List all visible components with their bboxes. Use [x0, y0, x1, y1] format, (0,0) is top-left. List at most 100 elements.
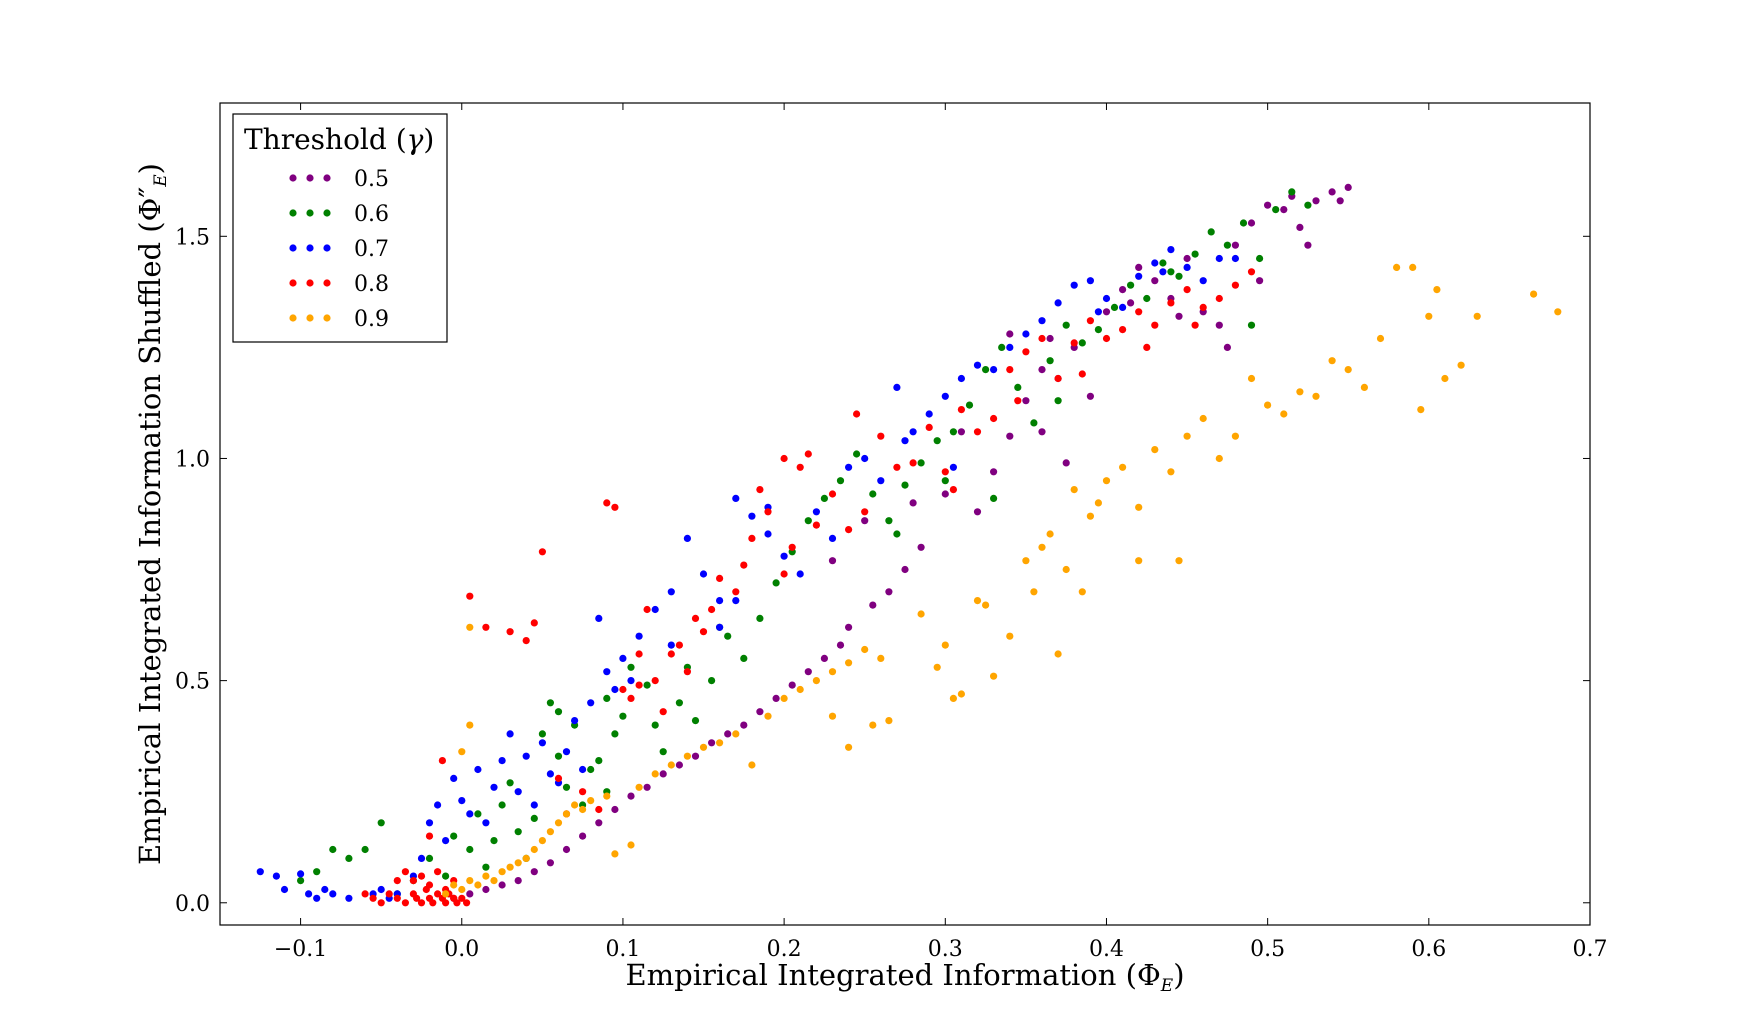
data-point: [933, 663, 941, 671]
data-point: [861, 517, 869, 525]
data-point: [869, 490, 877, 498]
data-point: [1062, 565, 1070, 574]
data-point: [1167, 246, 1175, 254]
data-point: [498, 881, 506, 889]
data-point: [627, 663, 635, 671]
legend-marker: [289, 174, 297, 182]
data-point: [732, 494, 740, 502]
data-point: [329, 845, 337, 854]
data-point: [1231, 281, 1239, 289]
data-point: [482, 863, 490, 871]
data-point: [651, 721, 659, 729]
data-point: [909, 428, 917, 436]
data-point: [611, 850, 619, 858]
data-point: [1256, 277, 1264, 285]
data-point: [321, 885, 329, 894]
data-point: [1094, 308, 1102, 316]
data-point: [1247, 268, 1256, 276]
data-point: [522, 752, 530, 760]
data-point: [804, 450, 812, 458]
data-point: [877, 477, 885, 485]
data-point: [474, 765, 482, 774]
data-point: [885, 717, 893, 725]
data-point: [611, 805, 619, 814]
legend-marker: [323, 209, 331, 217]
data-point: [506, 730, 514, 738]
data-point: [385, 890, 393, 898]
data-point: [683, 752, 692, 760]
data-point: [691, 717, 700, 725]
data-point: [554, 752, 563, 760]
data-point: [1231, 432, 1239, 440]
data-point: [1022, 557, 1030, 565]
data-point: [941, 490, 949, 498]
data-point: [780, 694, 788, 703]
data-point: [417, 854, 426, 863]
data-point: [438, 757, 446, 765]
data-point: [1215, 254, 1223, 263]
data-point: [1022, 330, 1030, 338]
data-point: [1135, 272, 1143, 280]
data-point: [611, 730, 619, 738]
data-point: [732, 588, 740, 596]
data-point: [1102, 294, 1111, 303]
data-point: [1054, 397, 1062, 405]
data-point: [1127, 299, 1135, 307]
data-point: [1094, 499, 1102, 507]
data-point: [627, 841, 635, 849]
data-point: [1119, 303, 1127, 311]
data-point: [603, 694, 611, 703]
x-tick-label: 0.4: [1089, 937, 1124, 962]
data-point: [1086, 277, 1094, 285]
y-tick-label: 0.5: [175, 670, 210, 695]
data-point: [1191, 321, 1199, 329]
y-axis-title: Empirical Integrated Information Shuffle…: [133, 163, 171, 865]
plot-area: [220, 103, 1590, 925]
data-point: [973, 361, 982, 369]
data-point: [1135, 557, 1143, 565]
data-point: [861, 508, 869, 516]
data-point: [643, 783, 651, 791]
data-point: [562, 810, 571, 818]
data-point: [1215, 454, 1223, 463]
data-point: [1046, 530, 1054, 538]
data-point: [361, 890, 369, 898]
data-point: [579, 788, 587, 796]
data-point: [1054, 374, 1062, 383]
data-point: [683, 668, 692, 676]
data-point: [603, 792, 611, 800]
data-point: [764, 508, 772, 516]
data-point: [1215, 321, 1223, 329]
data-point: [877, 654, 885, 663]
data-point: [393, 894, 401, 902]
data-point: [901, 437, 909, 445]
data-point: [1425, 312, 1433, 320]
data-point: [885, 588, 893, 596]
data-point: [1207, 228, 1215, 236]
data-point: [482, 872, 490, 880]
data-point: [1014, 383, 1022, 391]
data-point: [627, 792, 635, 800]
data-point: [506, 779, 514, 787]
data-point: [458, 748, 466, 756]
points-layer: [256, 183, 1562, 907]
data-point: [1062, 459, 1070, 467]
data-point: [917, 543, 925, 551]
data-point: [1223, 343, 1231, 351]
data-point: [1038, 366, 1046, 374]
data-point: [1272, 206, 1280, 214]
data-point: [667, 761, 675, 769]
data-point: [1022, 348, 1030, 356]
data-point: [1102, 477, 1111, 485]
data-point: [683, 534, 692, 543]
data-point: [1183, 263, 1191, 271]
data-point: [1151, 259, 1159, 267]
data-point: [1376, 334, 1385, 343]
legend-label: 0.7: [354, 237, 389, 262]
data-point: [651, 677, 659, 685]
data-point: [941, 641, 949, 649]
data-point: [506, 628, 514, 636]
data-point: [579, 832, 587, 840]
data-point: [796, 463, 804, 471]
data-point: [820, 494, 829, 502]
